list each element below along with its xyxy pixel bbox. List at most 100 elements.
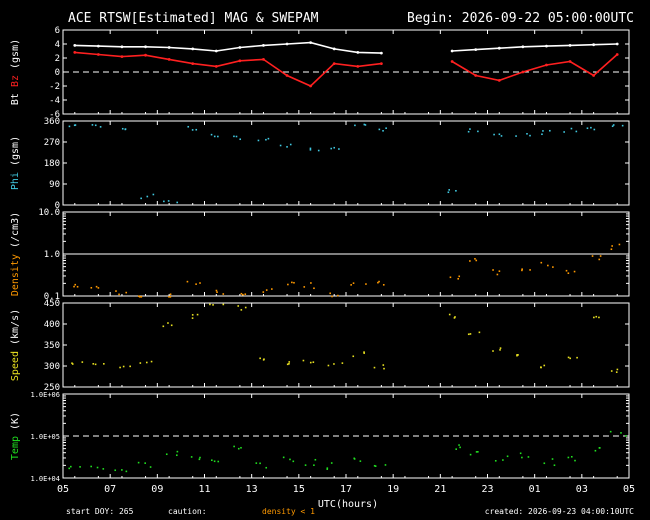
point-bz [497,79,501,82]
point-density [73,285,75,288]
point-speed [576,356,578,359]
point-bt [120,45,124,49]
point-phi [541,133,543,136]
point-density [310,282,312,284]
point-phi [621,124,624,127]
x-tick-label: 23 [481,484,493,495]
y-tick-label-mag: 6 [55,26,60,36]
point-speed [288,362,290,365]
point-speed [327,364,330,367]
point-temp [282,456,285,459]
point-bt [450,49,454,53]
point-phi [455,190,457,192]
y-tick-label-speed: 400 [44,320,60,330]
point-speed [454,316,456,318]
x-tick-label: 17 [340,484,352,495]
point-phi [382,129,384,132]
y-tick-label-mag: -4 [49,96,60,106]
point-bz [96,53,100,56]
point-bz [356,65,360,68]
point-speed [352,355,355,358]
point-speed [212,304,214,306]
point-phi [91,124,94,126]
point-temp [314,458,317,461]
point-temp [519,452,522,455]
point-speed [145,361,148,364]
point-temp [477,451,479,453]
y-tick-label-speed: 350 [44,341,60,351]
point-phi [176,201,179,204]
series-density-density [73,243,621,298]
y-axis-label-temp: Temp (K) [10,412,21,460]
y-axis-label-part: Speed [10,351,21,381]
point-speed [167,322,169,324]
point-density [138,296,141,298]
point-phi [549,129,551,132]
point-bz [238,59,242,63]
point-density [115,290,117,292]
point-phi [542,130,544,132]
point-density [244,293,247,295]
point-density [303,286,306,288]
point-temp [598,447,601,449]
y-axis-label-phi: Phi (gsm) [10,136,21,190]
point-bz [332,62,336,65]
point-speed [616,368,619,371]
point-density [365,283,367,285]
point-speed [478,331,481,334]
point-temp [68,467,71,470]
point-bz [379,62,383,65]
y-axis-label-part: Phi [10,172,21,190]
point-density [74,283,77,286]
point-phi [467,130,470,133]
point-phi [286,146,288,148]
point-density [240,292,243,295]
y-axis-label-part: Bz [10,75,21,93]
point-speed [196,313,199,316]
point-density [599,255,602,257]
point-phi [363,123,366,126]
y-tick-label-mag: 4 [55,40,60,50]
point-speed [333,363,335,365]
y-axis-label-density: Density (/cm3) [10,212,21,296]
point-phi [121,127,124,130]
line-bt [452,43,618,52]
y-tick-label-mag: -2 [49,82,60,92]
point-temp [237,447,240,450]
y-axis-label-part: (gsm) [10,136,21,172]
point-temp [233,445,235,448]
point-temp [521,456,523,459]
point-temp [255,462,258,464]
point-temp [384,464,387,466]
point-speed [516,354,518,357]
point-speed [499,349,501,351]
point-temp [190,456,193,458]
x-tick-label: 21 [434,484,446,495]
x-tick-label: 09 [151,484,163,495]
point-speed [569,357,572,360]
point-density [265,289,268,291]
point-bt [592,43,596,47]
point-bz [309,84,313,88]
point-temp [265,466,268,469]
point-bt [285,42,289,46]
point-density [377,281,379,284]
point-phi [265,138,267,141]
point-speed [499,347,502,349]
point-phi [354,124,356,127]
point-density [378,280,380,283]
y-axis-label-part: (K) [10,412,21,436]
point-bt [191,47,195,51]
point-bt [144,45,147,49]
point-density [567,272,570,275]
point-phi [94,124,97,127]
point-temp [455,448,457,450]
y-tick-label-mag: 0 [55,68,60,78]
point-phi [73,124,76,127]
point-phi [217,135,219,138]
point-phi [233,135,235,138]
point-speed [373,366,376,369]
point-speed [209,303,211,306]
point-temp [198,458,201,461]
